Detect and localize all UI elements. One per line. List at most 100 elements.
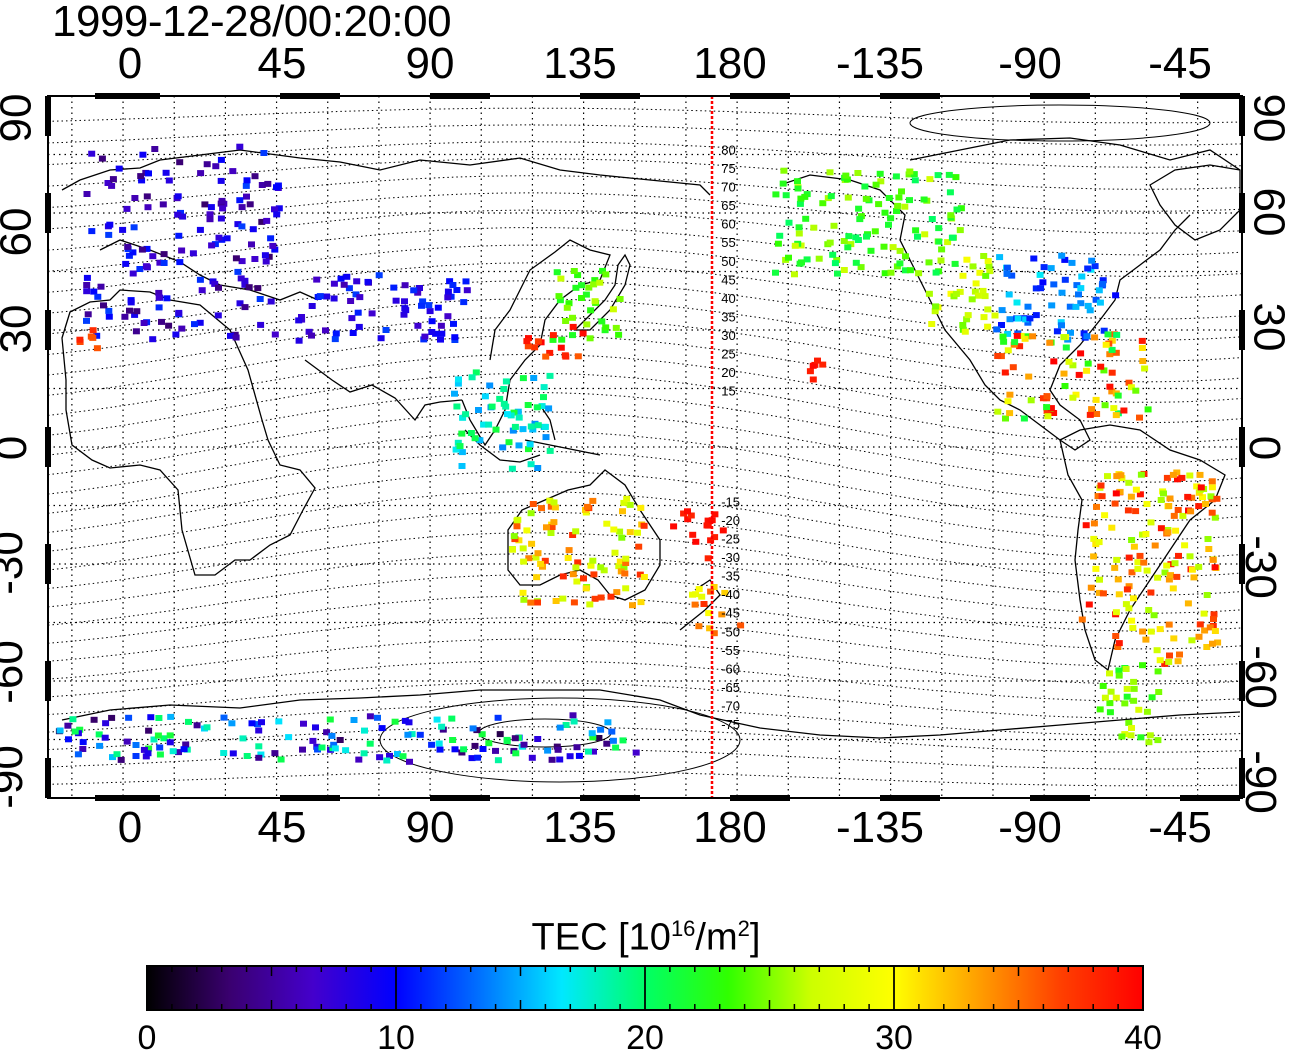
tec-point bbox=[540, 384, 548, 391]
tec-point bbox=[368, 310, 376, 317]
tec-point bbox=[597, 564, 605, 571]
tec-point bbox=[160, 735, 168, 742]
tec-point bbox=[885, 195, 893, 201]
tec-point bbox=[377, 335, 385, 342]
tec-point bbox=[1114, 576, 1122, 583]
tec-point bbox=[1083, 333, 1091, 340]
tec-point bbox=[299, 746, 306, 753]
tec-point bbox=[538, 505, 545, 512]
tec-point bbox=[238, 223, 246, 230]
tec-point bbox=[604, 719, 612, 726]
tec-point bbox=[1123, 586, 1131, 593]
tec-point bbox=[872, 181, 880, 188]
tec-point bbox=[65, 736, 72, 743]
tec-point bbox=[852, 259, 860, 266]
tec-point bbox=[937, 257, 945, 264]
tec-point bbox=[472, 369, 480, 376]
tec-point bbox=[554, 746, 562, 753]
geomagnetic-contour bbox=[48, 450, 1242, 522]
tec-point bbox=[526, 441, 534, 448]
tec-point bbox=[1132, 387, 1140, 394]
tec-point bbox=[1123, 693, 1131, 700]
tec-point bbox=[615, 331, 623, 338]
tec-point bbox=[545, 405, 553, 412]
tec-point bbox=[1077, 285, 1085, 292]
tec-point bbox=[1163, 562, 1171, 569]
tec-point bbox=[1088, 406, 1096, 413]
tec-point bbox=[434, 304, 442, 311]
tec-point bbox=[994, 353, 1002, 359]
tec-point bbox=[499, 444, 507, 451]
tec-point bbox=[591, 277, 599, 284]
tec-point bbox=[1092, 565, 1100, 572]
geomagnetic-contour bbox=[48, 660, 1242, 702]
tec-point bbox=[285, 734, 293, 741]
tec-point bbox=[83, 317, 90, 324]
frame-tick-bar bbox=[45, 427, 51, 467]
tec-point bbox=[1186, 553, 1194, 560]
tec-point bbox=[603, 520, 611, 527]
tec-point bbox=[541, 423, 549, 430]
tec-point bbox=[428, 318, 436, 325]
tec-point bbox=[1050, 281, 1058, 288]
tec-point bbox=[1104, 473, 1111, 480]
tec-point bbox=[829, 251, 837, 258]
tec-point bbox=[1211, 564, 1219, 571]
tec-point bbox=[474, 754, 482, 761]
tec-point bbox=[1196, 621, 1204, 628]
tec-point bbox=[1169, 471, 1177, 478]
tec-point bbox=[620, 499, 628, 506]
tec-point bbox=[102, 720, 110, 727]
top-x-tick: -90 bbox=[998, 39, 1062, 88]
tec-point bbox=[438, 330, 446, 337]
tec-point bbox=[323, 729, 331, 736]
tec-point bbox=[1050, 410, 1058, 416]
tec-point bbox=[794, 185, 802, 192]
tec-point bbox=[1092, 296, 1100, 303]
tec-point bbox=[680, 510, 688, 517]
tec-point bbox=[1106, 351, 1114, 358]
tec-point bbox=[928, 216, 936, 222]
tec-point bbox=[1090, 553, 1098, 560]
frame-tick-bar bbox=[880, 795, 940, 801]
reference-meridian-label: 35 bbox=[721, 309, 735, 324]
tec-point bbox=[117, 756, 125, 763]
tec-point bbox=[968, 296, 976, 303]
tec-point bbox=[1101, 512, 1109, 519]
tec-point bbox=[719, 527, 727, 534]
tec-point bbox=[706, 625, 714, 632]
tec-point bbox=[543, 524, 550, 531]
tec-point bbox=[670, 523, 678, 530]
tec-point bbox=[1106, 670, 1113, 677]
tec-point bbox=[1204, 536, 1212, 542]
tec-point bbox=[401, 298, 408, 305]
tec-point bbox=[140, 746, 148, 753]
reference-meridian-label: 30 bbox=[721, 328, 735, 343]
tec-point bbox=[258, 182, 266, 188]
tec-point bbox=[462, 411, 470, 418]
tec-point bbox=[1143, 501, 1151, 507]
tec-point bbox=[83, 282, 91, 288]
tec-point bbox=[586, 335, 594, 342]
tec-point bbox=[500, 400, 508, 407]
colorbar-tick: 30 bbox=[875, 1019, 913, 1057]
tec-point bbox=[705, 610, 713, 617]
tec-point bbox=[123, 738, 131, 745]
tec-point bbox=[1100, 367, 1108, 374]
tec-point bbox=[877, 178, 885, 185]
tec-point bbox=[1039, 395, 1047, 402]
tec-point bbox=[622, 560, 630, 566]
tec-point bbox=[1006, 391, 1014, 398]
reference-meridian-label: -15 bbox=[721, 495, 740, 510]
tec-point bbox=[834, 270, 841, 277]
tec-point bbox=[553, 743, 561, 750]
tec-point bbox=[862, 195, 870, 202]
geomagnetic-contour bbox=[48, 372, 1242, 444]
tec-point bbox=[585, 748, 592, 755]
tec-point bbox=[911, 177, 919, 184]
tec-point bbox=[1165, 576, 1173, 583]
tec-point bbox=[1022, 316, 1030, 323]
tec-point bbox=[1088, 257, 1096, 264]
tec-point bbox=[1118, 733, 1126, 740]
colorbar-title-unit-exponent: 2 bbox=[737, 916, 750, 941]
